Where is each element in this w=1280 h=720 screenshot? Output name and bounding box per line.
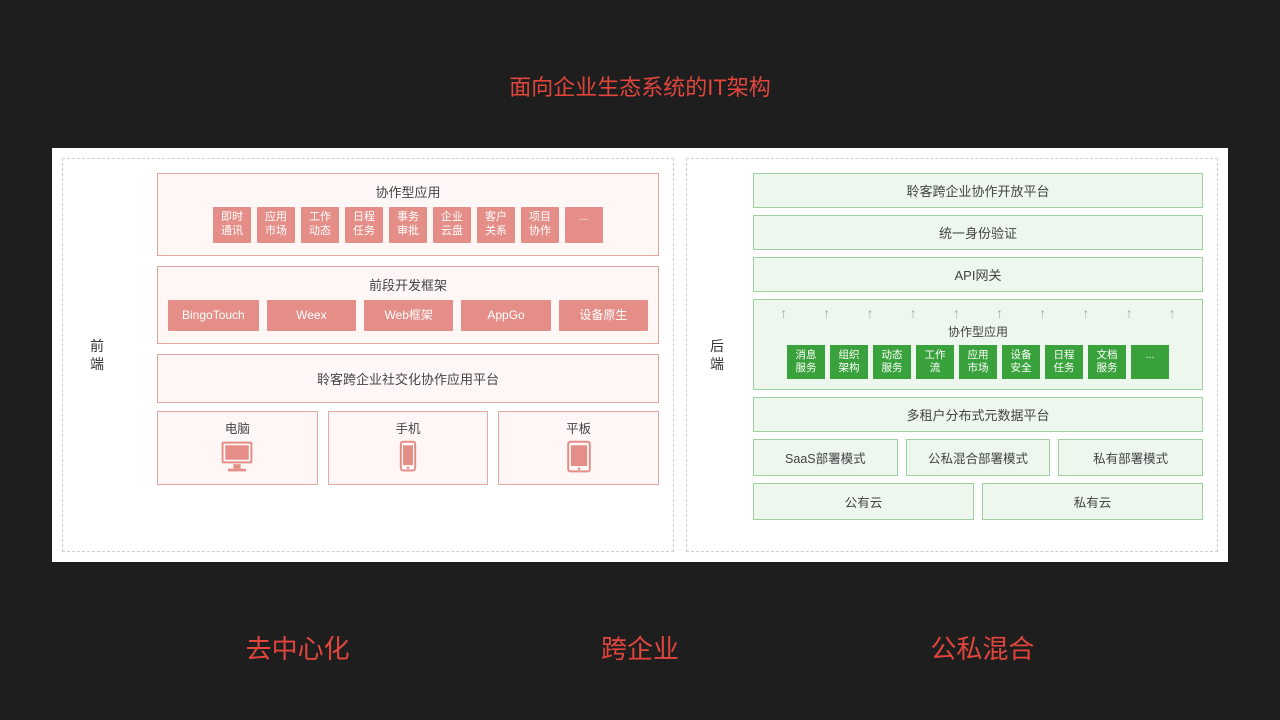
backend-label: 后端 [707,337,727,373]
frontend-panel: 前端 协作型应用 即时通讯应用市场工作动态日程任务事务审批企业云盘客户关系项目协… [62,158,674,552]
arrow-up-icon: ↑ [1039,306,1046,320]
app-chip: 日程任务 [345,207,383,243]
diagram-canvas: 前端 协作型应用 即时通讯应用市场工作动态日程任务事务审批企业云盘客户关系项目协… [52,148,1228,562]
footer-labels: 去中心化 跨企业 公私混合 [0,629,1280,666]
apps-block: 协作型应用 即时通讯应用市场工作动态日程任务事务审批企业云盘客户关系项目协作..… [157,173,659,256]
cloud-type: 私有云 [982,483,1203,520]
arrow-up-icon: ↑ [910,306,917,320]
framework-chip: Weex [267,300,356,331]
device-tablet: 平板 [498,411,659,485]
backend-row: 聆客跨企业协作开放平台 [753,173,1203,208]
footer-label: 去中心化 [246,629,350,666]
backend-app-chip: 应用市场 [959,345,997,379]
framework-chip: AppGo [461,300,550,331]
framework-title: 前段开发框架 [158,267,658,300]
backend-app-chip: 消息服务 [787,345,825,379]
device-phone: 手机 [328,411,489,485]
backend-app-chip: 工作流 [916,345,954,379]
arrow-up-icon: ↑ [780,306,787,320]
apps-title: 协作型应用 [158,174,658,207]
app-chip: 企业云盘 [433,207,471,243]
framework-chip: BingoTouch [168,300,259,331]
backend-apps-block: ↑ ↑ ↑ ↑ ↑ ↑ ↑ ↑ ↑ ↑ 协作型应用 消息服务组织架构动态服务工作流应用市场设备安全… [753,299,1203,390]
multi-tenant-row: 多租户分布式元数据平台 [753,397,1203,432]
arrow-up-icon: ↑ [866,306,873,320]
footer-label: 跨企业 [601,629,679,666]
framework-chip: Web框架 [364,300,453,331]
backend-panel: 后端 聆客跨企业协作开放平台统一身份验证 API网关 ↑ ↑ ↑ ↑ ↑ ↑ ↑ ↑ ↑ ↑ 协作型… [686,158,1218,552]
footer-label: 公私混合 [930,629,1034,666]
backend-row: 统一身份验证 [753,215,1203,250]
app-chip: 项目协作 [521,207,559,243]
backend-app-chip: 设备安全 [1002,345,1040,379]
app-chip: 事务审批 [389,207,427,243]
arrow-up-icon: ↑ [996,306,1003,320]
arrow-up-icon: ↑ [1169,306,1176,320]
app-chip: 应用市场 [257,207,295,243]
deploy-mode: 公私混合部署模式 [906,439,1051,476]
arrow-up-icon: ↑ [1082,306,1089,320]
backend-apps-title: 协作型应用 [754,320,1202,345]
arrow-up-icon: ↑ [953,306,960,320]
backend-row: API网关 [753,257,1203,292]
app-chip: 客户关系 [477,207,515,243]
framework-chip: 设备原生 [559,300,648,331]
backend-app-chip: ... [1131,345,1169,379]
app-chip: 工作动态 [301,207,339,243]
framework-block: 前段开发框架 BingoTouch Weex Web框架 AppGo 设备原生 [157,266,659,344]
slide-title: 面向企业生态系统的IT架构 [0,0,1280,102]
app-chip: ... [565,207,603,243]
device-desktop: 电脑 [157,411,318,485]
arrow-up-icon: ↑ [1126,306,1133,320]
deploy-mode: SaaS部署模式 [753,439,898,476]
backend-app-chip: 组织架构 [830,345,868,379]
platform-row: 聆客跨企业社交化协作应用平台 [157,354,659,403]
app-chip: 即时通讯 [213,207,251,243]
backend-app-chip: 文档服务 [1088,345,1126,379]
deploy-mode: 私有部署模式 [1058,439,1203,476]
cloud-type: 公有云 [753,483,974,520]
arrow-up-icon: ↑ [823,306,830,320]
backend-app-chip: 日程任务 [1045,345,1083,379]
backend-app-chip: 动态服务 [873,345,911,379]
frontend-label: 前端 [87,337,107,373]
